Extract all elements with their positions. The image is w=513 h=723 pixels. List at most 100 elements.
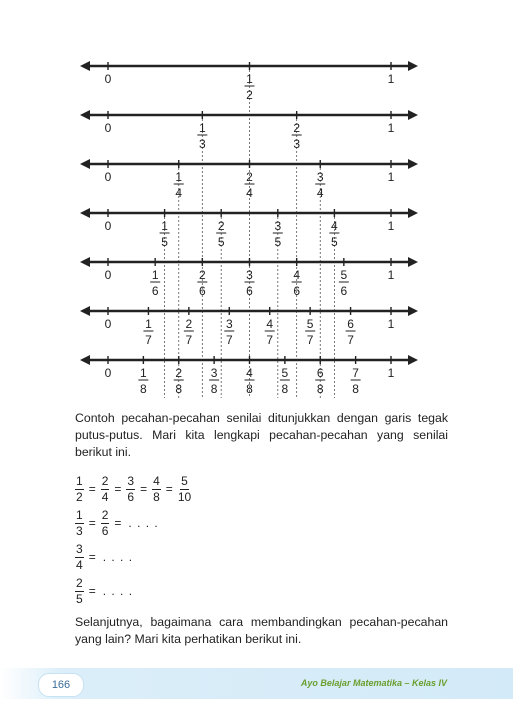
answer-blank: . . . . xyxy=(128,516,159,530)
fraction-numerator: 2 xyxy=(293,121,300,135)
equals-sign: = xyxy=(88,550,96,564)
fraction: 5 10 xyxy=(177,473,192,504)
label-zero: 0 xyxy=(105,366,112,380)
fraction-numerator: 1 xyxy=(145,317,152,331)
fraction-numerator: 1 xyxy=(140,366,147,380)
fraction-numerator: 5 xyxy=(307,317,314,331)
label-one: 1 xyxy=(388,268,395,282)
book-title: Ayo Belajar Matematika – Kelas IV xyxy=(300,678,447,688)
fraction-denominator: 6 xyxy=(293,284,300,298)
label-one: 1 xyxy=(388,317,395,331)
fraction-denominator: 5 xyxy=(161,235,168,249)
arrow-left-icon xyxy=(80,257,90,267)
fraction-denominator: 8 xyxy=(317,382,324,396)
arrow-right-icon xyxy=(408,306,418,316)
fraction-denominator: 8 xyxy=(140,382,147,396)
label-one: 1 xyxy=(388,170,395,184)
fraction-numerator: 5 xyxy=(282,366,289,380)
fraction-denominator: 3 xyxy=(199,137,206,151)
fraction-numerator: 6 xyxy=(347,317,354,331)
fraction-denominator: 5 xyxy=(274,235,281,249)
arrow-left-icon xyxy=(80,208,90,218)
label-one: 1 xyxy=(388,366,395,380)
label-zero: 0 xyxy=(105,219,112,233)
equals-sign: = xyxy=(114,516,122,530)
equals-sign: = xyxy=(88,482,96,496)
fraction-denominator: 7 xyxy=(145,333,152,347)
fraction-numerator: 4 xyxy=(246,366,253,380)
fraction-denominator: 7 xyxy=(307,333,314,347)
arrow-left-icon xyxy=(80,306,90,316)
label-zero: 0 xyxy=(105,72,112,86)
fraction-numerator: 5 xyxy=(340,268,347,282)
fraction-denominator: 5 xyxy=(218,235,225,249)
paragraph-intro-text: Contoh pecahan-pecahan senilai ditunjukk… xyxy=(75,411,448,459)
fraction-numerator: 2 xyxy=(175,366,182,380)
fraction-denominator: 6 xyxy=(246,284,253,298)
paragraph-closing: Selanjutnya, bagaimana cara membandingka… xyxy=(75,614,448,648)
fraction-denominator: 4 xyxy=(317,186,324,200)
arrow-right-icon xyxy=(408,61,418,71)
fraction-denominator: 7 xyxy=(266,333,273,347)
fraction-numerator: 1 xyxy=(199,121,206,135)
label-one: 1 xyxy=(388,219,395,233)
arrow-left-icon xyxy=(80,355,90,365)
fraction-numerator: 2 xyxy=(186,317,193,331)
answer-blank: . . . . xyxy=(102,584,134,598)
label-zero: 0 xyxy=(105,268,112,282)
fraction-numerator: 1 xyxy=(161,219,168,233)
fraction-numerator: 2 xyxy=(199,268,206,282)
fraction-numerator: 4 xyxy=(266,317,273,331)
fraction-numerator: 4 xyxy=(331,219,338,233)
fraction-denominator: 6 xyxy=(340,284,347,298)
fraction-denominator: 8 xyxy=(282,382,289,396)
fraction-denominator: 6 xyxy=(199,284,206,298)
fraction-denominator: 8 xyxy=(211,382,218,396)
fraction-numerator: 3 xyxy=(274,219,281,233)
fraction-denominator: 7 xyxy=(226,333,233,347)
arrow-right-icon xyxy=(408,208,418,218)
arrow-right-icon xyxy=(408,159,418,169)
fraction-numerator: 1 xyxy=(246,72,253,86)
fraction-denominator: 3 xyxy=(293,137,300,151)
fraction-denominator: 4 xyxy=(175,186,182,200)
arrow-left-icon xyxy=(80,61,90,71)
fraction-denominator: 8 xyxy=(246,382,253,396)
fraction-denominator: 8 xyxy=(175,382,182,396)
fraction-denominator: 8 xyxy=(352,382,359,396)
fraction-numerator: 4 xyxy=(293,268,300,282)
fraction-denominator: 6 xyxy=(152,284,159,298)
equals-sign: = xyxy=(88,516,96,530)
page-number: 166 xyxy=(38,673,84,697)
arrow-right-icon xyxy=(408,355,418,365)
label-zero: 0 xyxy=(105,121,112,135)
fraction-numerator: 1 xyxy=(175,170,182,184)
fraction-denominator: 2 xyxy=(246,88,253,102)
footer-band xyxy=(0,668,513,699)
fraction-denominator: 7 xyxy=(347,333,354,347)
number-lines-diagram: 0 1 1 2 0 1 1 3 2 3 0 1 1 4 2 4 3 4 0 1 1 5 2 5 3 5 4 5 0 1 1 6 2 6 3 6 4 6 5 6… xyxy=(80,61,418,398)
equals-sign: = xyxy=(140,482,148,496)
fraction-denominator: 4 xyxy=(246,186,253,200)
label-zero: 0 xyxy=(105,317,112,331)
fraction-numerator: 6 xyxy=(317,366,324,380)
fraction-numerator: 2 xyxy=(246,170,253,184)
fraction-denominator: 5 xyxy=(331,235,338,249)
equals-sign: = xyxy=(88,584,96,598)
fraction-numerator: 3 xyxy=(211,366,218,380)
fraction-denominator: 7 xyxy=(186,333,193,347)
fraction-numerator: 3 xyxy=(246,268,253,282)
arrow-right-icon xyxy=(408,257,418,267)
label-one: 1 xyxy=(388,121,395,135)
